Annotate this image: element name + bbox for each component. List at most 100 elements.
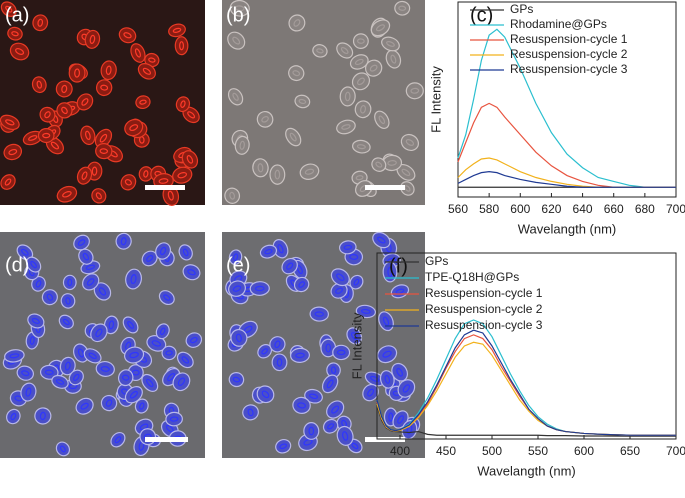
cell-core <box>331 405 340 414</box>
cell-core <box>350 331 358 340</box>
cell-core <box>142 67 152 75</box>
cell-core <box>95 328 103 338</box>
cell-core <box>303 438 313 446</box>
cell <box>0 1 17 17</box>
cell-core <box>356 77 365 86</box>
cell-core <box>295 352 305 359</box>
cell-core <box>100 84 109 91</box>
cell <box>31 275 46 292</box>
cell <box>95 360 115 377</box>
plot-frame <box>457 1 677 198</box>
cell-core <box>179 41 185 51</box>
cell-core <box>308 426 315 436</box>
cell-core <box>343 244 353 250</box>
series-line <box>457 157 676 188</box>
cell <box>285 127 302 147</box>
cell-core <box>360 104 367 114</box>
cell <box>39 106 56 123</box>
cell-core <box>81 98 89 106</box>
cell-core <box>139 402 145 410</box>
cell-core <box>353 278 360 286</box>
x-tick-label: 620 <box>541 202 561 216</box>
cell <box>158 290 175 306</box>
cell <box>299 163 320 180</box>
x-tick-label: 700 <box>666 444 685 458</box>
x-tick-label: 450 <box>436 444 456 458</box>
cell-core <box>98 287 107 296</box>
cell-core <box>395 288 405 295</box>
cell-core <box>233 253 239 262</box>
cell <box>181 150 199 169</box>
cell-core <box>129 390 138 399</box>
cell <box>304 388 323 404</box>
cell-core <box>123 32 132 39</box>
panel-label: (b) <box>226 4 250 26</box>
cell-core <box>124 179 132 186</box>
cell-core <box>21 370 30 377</box>
cell-core <box>370 375 380 382</box>
cell <box>336 425 354 446</box>
cell-core <box>187 111 196 119</box>
cell-core <box>62 190 72 198</box>
cell-core <box>261 390 270 399</box>
cell <box>400 133 420 152</box>
cell <box>75 397 94 415</box>
cell <box>122 316 139 334</box>
cell <box>20 382 37 402</box>
cell-core <box>401 168 411 177</box>
cell <box>135 95 151 110</box>
cell-core <box>181 356 190 364</box>
cell <box>82 273 100 291</box>
cell-core <box>31 317 40 324</box>
cell <box>362 383 379 402</box>
cell <box>290 347 310 363</box>
cell <box>281 257 298 275</box>
x-axis-label: Wavelangth (nm) <box>518 221 617 236</box>
panel-label: (f) <box>389 255 408 277</box>
x-tick-label: 660 <box>604 202 624 216</box>
cell-core <box>86 278 95 286</box>
cell-core <box>390 54 397 64</box>
cell-core <box>80 402 89 410</box>
cell <box>405 82 424 100</box>
cell <box>351 72 371 91</box>
cell <box>125 268 142 290</box>
cell <box>83 348 102 364</box>
cell-core <box>340 46 349 55</box>
cell-core <box>99 133 108 143</box>
cell <box>309 306 330 322</box>
cell-core <box>25 387 32 397</box>
legend-label: GPs <box>510 2 533 16</box>
cell <box>371 157 387 172</box>
cell-core <box>397 415 404 424</box>
cell <box>228 372 245 388</box>
cell <box>288 14 306 32</box>
cell <box>39 364 59 380</box>
cell-core <box>316 48 324 54</box>
cell-core <box>130 274 137 285</box>
cell <box>230 328 248 347</box>
cell <box>352 33 369 49</box>
cell <box>16 365 34 381</box>
cell <box>394 0 411 16</box>
cell <box>27 313 45 329</box>
plot-frame <box>376 252 677 440</box>
cell-core <box>327 423 335 430</box>
cell-core <box>387 266 393 278</box>
cell <box>0 114 20 131</box>
series-line <box>376 329 676 436</box>
cell-core <box>59 445 66 453</box>
cell <box>37 128 55 144</box>
cell-core <box>127 321 135 329</box>
cell-core <box>342 431 349 441</box>
cell-core <box>108 320 115 330</box>
cell-core <box>46 293 54 301</box>
cell-core <box>88 352 97 360</box>
cell-core <box>36 80 43 89</box>
cell <box>185 332 203 348</box>
cell-core <box>289 132 297 142</box>
cell-core <box>167 372 176 382</box>
cell <box>172 372 191 392</box>
cell-core <box>335 287 344 294</box>
cell <box>242 404 259 421</box>
